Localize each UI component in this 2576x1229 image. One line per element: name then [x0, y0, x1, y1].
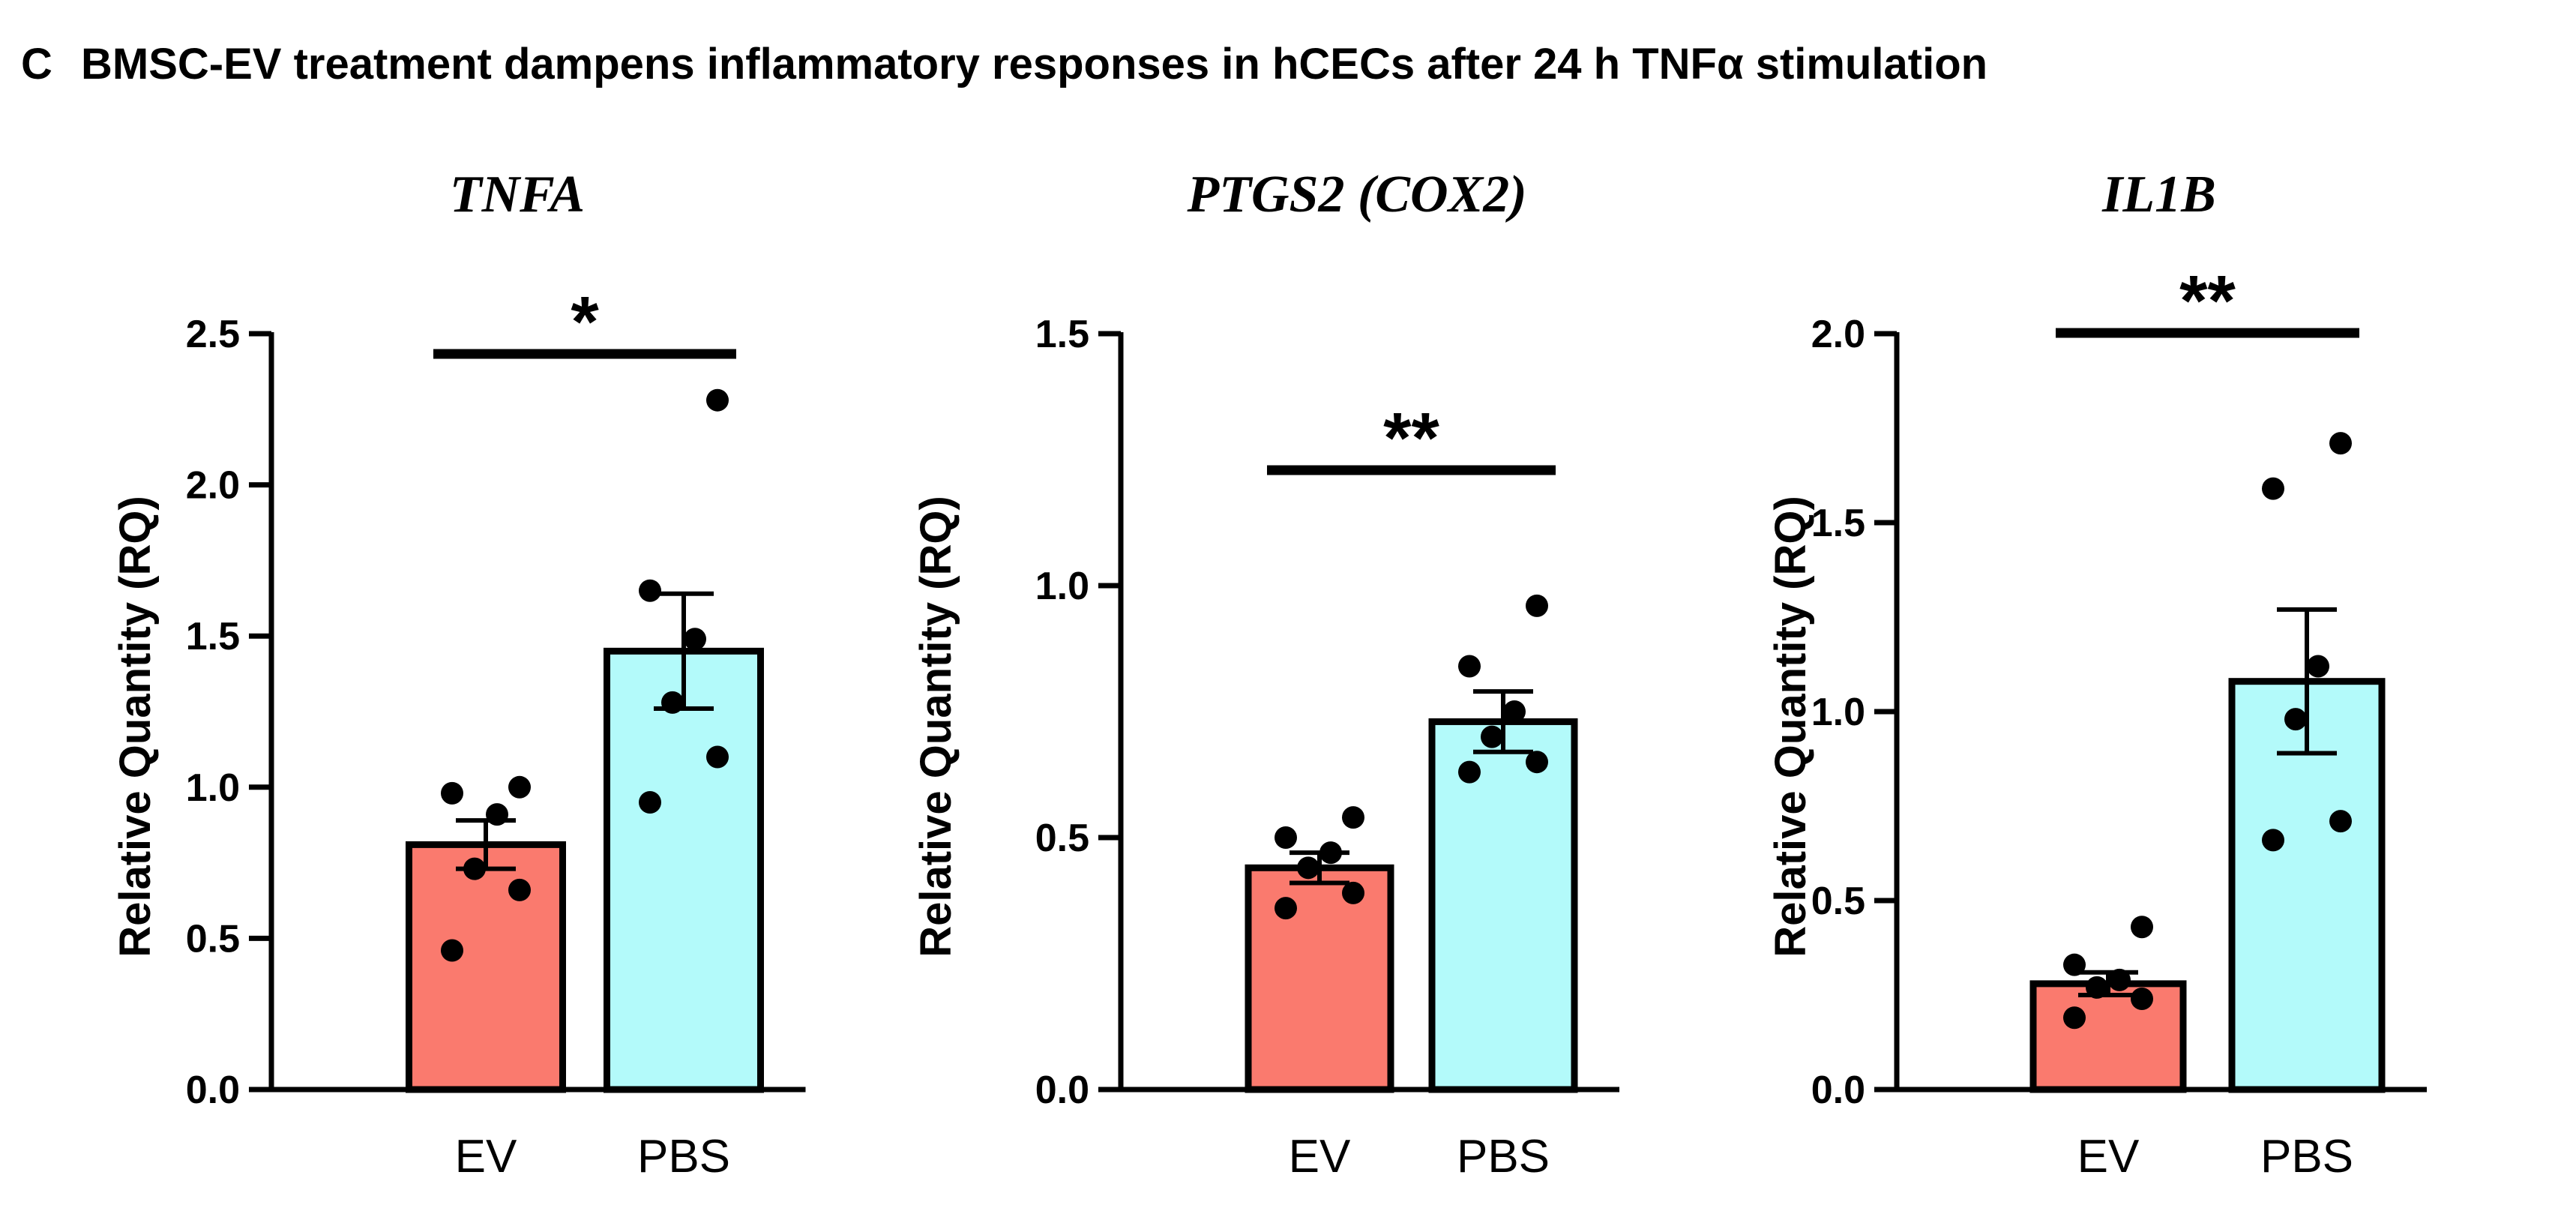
significance-label: ** — [1383, 398, 1439, 478]
data-point — [2131, 916, 2153, 939]
data-point — [1526, 594, 1548, 617]
data-point — [1458, 760, 1481, 784]
y-tick-label: 2.5 — [186, 313, 240, 356]
chart-title: PTGS2 (COX2) — [1186, 166, 1526, 223]
x-category-label: EV — [455, 1131, 517, 1183]
data-point — [1342, 806, 1364, 829]
y-tick-label: 0.0 — [1035, 1069, 1089, 1112]
y-tick-label: 2.0 — [1811, 313, 1865, 356]
data-point — [486, 803, 508, 826]
panel-letter: C — [21, 40, 52, 88]
data-point — [706, 388, 729, 412]
data-point — [2262, 477, 2284, 500]
y-axis-label: Relative Quantity (RQ) — [1766, 496, 1815, 958]
data-point — [1275, 826, 1297, 849]
data-point — [684, 628, 706, 651]
data-point — [2329, 432, 2352, 455]
data-point — [1503, 700, 1526, 723]
y-tick-label: 0.0 — [1811, 1069, 1865, 1112]
data-point — [706, 745, 729, 769]
y-tick-label: 2.0 — [186, 464, 240, 508]
data-point — [508, 878, 531, 901]
bar-ev — [406, 841, 566, 1093]
data-point — [2329, 810, 2352, 833]
x-category-label: PBS — [637, 1131, 730, 1183]
data-point — [1458, 655, 1481, 678]
y-tick-label: 0.5 — [1035, 817, 1089, 860]
figure-title: BMSC-EV treatment dampens inflammatory r… — [81, 40, 1988, 88]
y-tick-label: 1.0 — [1811, 691, 1865, 734]
y-tick-label: 0.5 — [186, 917, 240, 961]
y-tick-label: 1.0 — [186, 766, 240, 810]
data-point — [1481, 725, 1503, 748]
y-axis-label: Relative Quantity (RQ) — [912, 496, 960, 958]
data-point — [639, 790, 661, 814]
data-point — [1526, 751, 1548, 774]
y-tick-label: 1.0 — [1035, 565, 1089, 608]
data-point — [2131, 988, 2153, 1011]
data-point — [2262, 829, 2284, 852]
x-category-label: EV — [2077, 1131, 2140, 1183]
data-point — [1275, 897, 1297, 920]
data-point — [508, 775, 531, 799]
data-point — [2063, 953, 2086, 976]
data-point — [441, 781, 463, 805]
data-point — [441, 939, 463, 962]
significance-label: * — [571, 282, 599, 362]
y-tick-label: 1.5 — [1811, 502, 1865, 545]
x-category-label: PBS — [2260, 1131, 2353, 1183]
data-point — [2108, 968, 2131, 991]
chart-title: TNFA — [450, 166, 585, 223]
data-point — [2086, 976, 2108, 999]
chart-title: IL1B — [2101, 166, 2216, 223]
bar-ev — [1245, 864, 1394, 1093]
data-point — [1297, 856, 1319, 880]
y-axis-label: Relative Quantity (RQ) — [111, 496, 160, 958]
x-category-label: EV — [1289, 1131, 1351, 1183]
y-tick-label: 1.5 — [186, 615, 240, 658]
data-point — [463, 857, 486, 880]
data-point — [2063, 1006, 2086, 1030]
data-point — [1342, 881, 1364, 904]
bar-pbs — [604, 647, 764, 1093]
data-point — [2307, 655, 2329, 678]
data-point — [2284, 708, 2307, 731]
data-point — [661, 691, 684, 714]
x-category-label: PBS — [1457, 1131, 1550, 1183]
bar-ev — [2029, 980, 2187, 1093]
y-tick-label: 1.5 — [1035, 313, 1089, 356]
y-tick-label: 0.0 — [186, 1069, 240, 1112]
significance-label: ** — [2179, 261, 2236, 341]
data-point — [639, 579, 661, 602]
bar-pbs — [1428, 718, 1578, 1093]
y-tick-label: 0.5 — [1811, 880, 1865, 923]
data-point — [1319, 841, 1342, 865]
